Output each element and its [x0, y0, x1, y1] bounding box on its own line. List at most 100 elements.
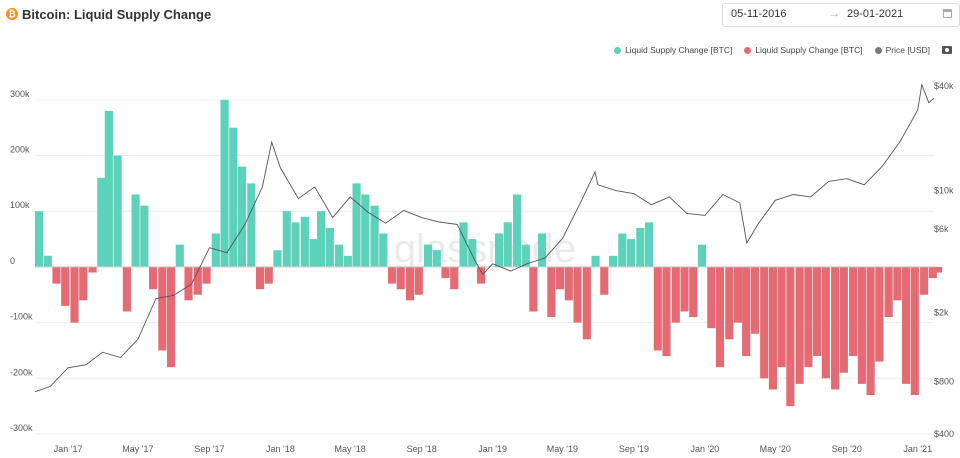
bar-positive[interactable] — [237, 166, 247, 267]
calendar-icon[interactable] — [943, 9, 952, 18]
bar-negative[interactable] — [910, 266, 919, 396]
bar-positive[interactable] — [352, 183, 361, 267]
date-end-input[interactable]: 29-01-2021 — [847, 8, 904, 20]
bar-negative[interactable] — [167, 266, 176, 368]
bar-negative[interactable] — [831, 266, 840, 390]
bar-positive[interactable] — [309, 239, 318, 267]
bar-positive[interactable] — [247, 183, 256, 267]
bar-positive[interactable] — [229, 127, 238, 267]
bar-negative[interactable] — [264, 266, 273, 284]
bar-negative[interactable] — [396, 266, 405, 290]
bar-positive[interactable] — [537, 233, 547, 267]
bar-negative[interactable] — [671, 266, 680, 323]
bar-positive[interactable] — [370, 205, 379, 267]
bar-positive[interactable] — [300, 216, 309, 267]
bar-positive[interactable] — [335, 244, 344, 267]
bar-negative[interactable] — [193, 266, 202, 295]
bar-negative[interactable] — [387, 266, 397, 284]
bar-negative[interactable] — [795, 266, 804, 384]
bar-positive[interactable] — [379, 233, 388, 267]
bar-positive[interactable] — [282, 211, 291, 267]
bar-positive[interactable] — [503, 222, 512, 267]
date-start-input[interactable]: 05-11-2016 — [731, 8, 787, 20]
bar-negative[interactable] — [689, 266, 698, 318]
bar-negative[interactable] — [902, 266, 911, 384]
bar-negative[interactable] — [450, 266, 459, 290]
bar-negative[interactable] — [725, 266, 734, 340]
bar-negative[interactable] — [839, 266, 848, 373]
bar-negative[interactable] — [804, 266, 813, 368]
bar-negative[interactable] — [707, 266, 716, 329]
bar-positive[interactable] — [220, 99, 229, 267]
bar-positive[interactable] — [494, 233, 504, 267]
bar-negative[interactable] — [680, 266, 689, 312]
bar-negative[interactable] — [52, 266, 61, 284]
bar-positive[interactable] — [43, 255, 52, 267]
bar-positive[interactable] — [140, 205, 149, 267]
bar-negative[interactable] — [760, 266, 769, 379]
bar-negative[interactable] — [715, 266, 725, 368]
legend-item-price[interactable]: Price [USD] — [874, 45, 930, 55]
camera-icon[interactable] — [942, 46, 952, 54]
bar-positive[interactable] — [644, 222, 654, 267]
bar-positive[interactable] — [618, 233, 627, 267]
bar-positive[interactable] — [35, 211, 44, 267]
bar-negative[interactable] — [148, 266, 158, 290]
bar-negative[interactable] — [202, 266, 211, 284]
bar-negative[interactable] — [653, 266, 662, 351]
bar-positive[interactable] — [424, 244, 433, 267]
bar-negative[interactable] — [405, 266, 415, 301]
bar-negative[interactable] — [893, 266, 902, 301]
bar-positive[interactable] — [291, 222, 300, 267]
bar-negative[interactable] — [88, 266, 97, 273]
bar-positive[interactable] — [131, 194, 140, 267]
bar-negative[interactable] — [61, 266, 70, 306]
bar-positive[interactable] — [175, 244, 184, 267]
bar-negative[interactable] — [414, 266, 423, 295]
bar-positive[interactable] — [113, 155, 122, 267]
bar-negative[interactable] — [777, 266, 786, 368]
legend-item-negative[interactable]: Liquid Supply Change [BTC] — [744, 45, 863, 55]
bar-positive[interactable] — [512, 194, 522, 267]
bar-positive[interactable] — [325, 227, 334, 267]
bar-positive[interactable] — [104, 110, 113, 267]
bar-negative[interactable] — [476, 266, 486, 284]
bar-negative[interactable] — [441, 266, 450, 279]
bar-negative[interactable] — [582, 266, 591, 340]
bar-negative[interactable] — [600, 266, 609, 295]
bar-negative[interactable] — [70, 266, 79, 323]
bar-negative[interactable] — [884, 266, 893, 318]
bar-positive[interactable] — [468, 239, 477, 267]
bar-negative[interactable] — [768, 266, 777, 390]
bar-negative[interactable] — [733, 266, 743, 323]
bar-positive[interactable] — [97, 177, 106, 267]
bar-negative[interactable] — [920, 266, 929, 295]
bar-positive[interactable] — [521, 244, 530, 267]
bar-negative[interactable] — [122, 266, 131, 312]
bar-negative[interactable] — [821, 266, 830, 379]
bar-negative[interactable] — [564, 266, 573, 301]
bar-positive[interactable] — [273, 250, 282, 267]
bar-negative[interactable] — [255, 266, 265, 290]
bar-positive[interactable] — [626, 239, 636, 267]
bar-negative[interactable] — [786, 266, 795, 407]
bar-positive[interactable] — [608, 255, 618, 267]
bar-negative[interactable] — [547, 266, 556, 318]
bar-negative[interactable] — [158, 266, 167, 351]
date-range-picker[interactable]: 05-11-2016 → 29-01-2021 — [722, 3, 960, 27]
bar-negative[interactable] — [79, 266, 88, 301]
bar-negative[interactable] — [556, 266, 565, 290]
bar-negative[interactable] — [742, 266, 751, 357]
bar-positive[interactable] — [211, 233, 220, 267]
bar-positive[interactable] — [361, 194, 370, 267]
bar-positive[interactable] — [697, 244, 707, 267]
bar-negative[interactable] — [934, 266, 943, 273]
bar-negative[interactable] — [573, 266, 582, 323]
bar-negative[interactable] — [857, 266, 866, 384]
bar-negative[interactable] — [750, 266, 759, 334]
bar-positive[interactable] — [591, 255, 600, 267]
bar-positive[interactable] — [459, 222, 468, 267]
bar-negative[interactable] — [813, 266, 822, 357]
bar-positive[interactable] — [432, 250, 441, 267]
bar-negative[interactable] — [849, 266, 858, 357]
